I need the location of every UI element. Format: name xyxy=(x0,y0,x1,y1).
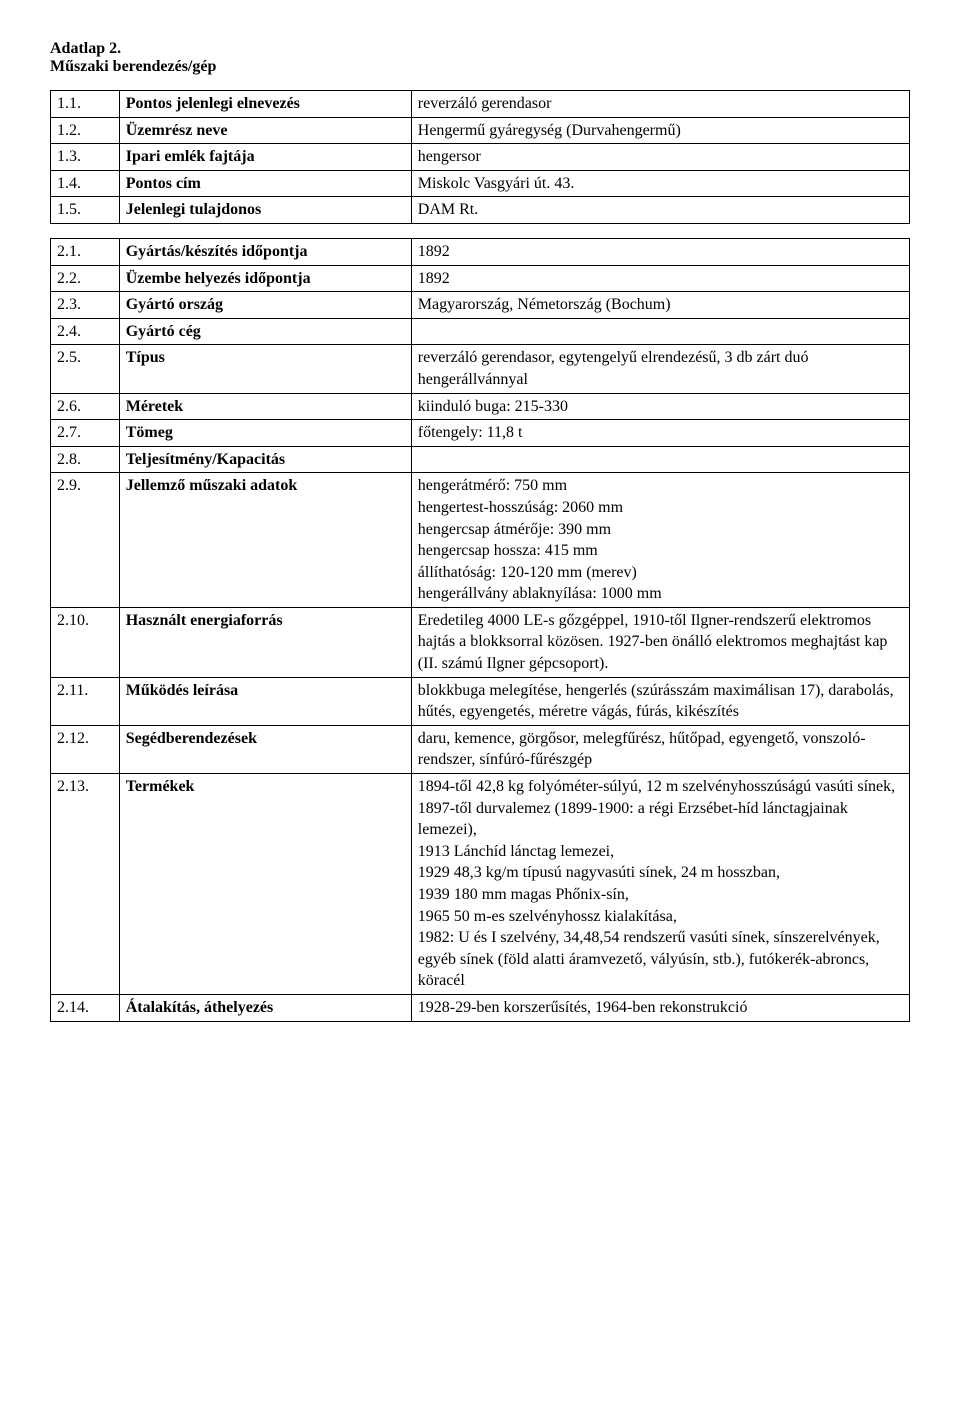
row-label: Tömeg xyxy=(119,420,411,447)
table-row: 2.12.Segédberendezésekdaru, kemence, gör… xyxy=(51,725,910,773)
row-number: 2.5. xyxy=(51,345,120,393)
row-number: 1.2. xyxy=(51,117,120,144)
row-value: 1892 xyxy=(411,238,909,265)
table-row: 2.8.Teljesítmény/Kapacitás xyxy=(51,446,910,473)
table-row: 1.2.Üzemrész neveHengermű gyáregység (Du… xyxy=(51,117,910,144)
row-number: 2.12. xyxy=(51,725,120,773)
row-number: 2.2. xyxy=(51,265,120,292)
table-row: 2.3.Gyártó országMagyarország, Németorsz… xyxy=(51,292,910,319)
table-row: 2.2.Üzembe helyezés időpontja1892 xyxy=(51,265,910,292)
row-number: 2.10. xyxy=(51,607,120,677)
row-label: Segédberendezések xyxy=(119,725,411,773)
row-number: 2.14. xyxy=(51,994,120,1021)
row-value: főtengely: 11,8 t xyxy=(411,420,909,447)
table-row: 2.11.Működés leírásablokkbuga melegítése… xyxy=(51,677,910,725)
row-label: Gyártás/készítés időpontja xyxy=(119,238,411,265)
row-label: Üzembe helyezés időpontja xyxy=(119,265,411,292)
row-value xyxy=(411,446,909,473)
table-row: 2.5.Típusreverzáló gerendasor, egytengel… xyxy=(51,345,910,393)
row-value: DAM Rt. xyxy=(411,197,909,224)
row-value: 1894-től 42,8 kg folyóméter-súlyú, 12 m … xyxy=(411,774,909,995)
row-number: 2.1. xyxy=(51,238,120,265)
row-value: daru, kemence, görgősor, melegfűrész, hű… xyxy=(411,725,909,773)
row-label: Használt energiaforrás xyxy=(119,607,411,677)
row-value: Magyarország, Németország (Bochum) xyxy=(411,292,909,319)
row-value: Hengermű gyáregység (Durvahengermű) xyxy=(411,117,909,144)
row-label: Pontos jelenlegi elnevezés xyxy=(119,91,411,118)
header-line-2: Műszaki berendezés/gép xyxy=(50,58,910,76)
table-row: 1.3.Ipari emlék fajtájahengersor xyxy=(51,144,910,171)
row-number: 1.5. xyxy=(51,197,120,224)
row-value: kiinduló buga: 215-330 xyxy=(411,393,909,420)
row-label: Termékek xyxy=(119,774,411,995)
row-label: Gyártó cég xyxy=(119,318,411,345)
row-number: 1.3. xyxy=(51,144,120,171)
row-number: 1.4. xyxy=(51,170,120,197)
table-row: 2.9.Jellemző műszaki adatokhengerátmérő:… xyxy=(51,473,910,608)
table-row: 2.10.Használt energiaforrásEredetileg 40… xyxy=(51,607,910,677)
table-section-1: 1.1.Pontos jelenlegi elnevezésreverzáló … xyxy=(50,90,910,224)
row-value: hengerátmérő: 750 mmhengertest-hosszúság… xyxy=(411,473,909,608)
row-label: Működés leírása xyxy=(119,677,411,725)
row-label: Pontos cím xyxy=(119,170,411,197)
table-row: 2.6.Méretekkiinduló buga: 215-330 xyxy=(51,393,910,420)
row-value: Miskolc Vasgyári út. 43. xyxy=(411,170,909,197)
row-number: 2.6. xyxy=(51,393,120,420)
row-number: 2.9. xyxy=(51,473,120,608)
row-number: 2.13. xyxy=(51,774,120,995)
row-label: Méretek xyxy=(119,393,411,420)
row-number: 2.7. xyxy=(51,420,120,447)
row-number: 2.8. xyxy=(51,446,120,473)
row-value: 1928-29-ben korszerűsítés, 1964-ben reko… xyxy=(411,994,909,1021)
table-row: 2.1.Gyártás/készítés időpontja1892 xyxy=(51,238,910,265)
table-row: 1.4.Pontos címMiskolc Vasgyári út. 43. xyxy=(51,170,910,197)
row-label: Üzemrész neve xyxy=(119,117,411,144)
row-number: 1.1. xyxy=(51,91,120,118)
row-label: Jelenlegi tulajdonos xyxy=(119,197,411,224)
row-value: Eredetileg 4000 LE-s gőzgéppel, 1910-től… xyxy=(411,607,909,677)
table-row: 1.5.Jelenlegi tulajdonosDAM Rt. xyxy=(51,197,910,224)
row-label: Teljesítmény/Kapacitás xyxy=(119,446,411,473)
header-line-1: Adatlap 2. xyxy=(50,40,910,58)
row-label: Jellemző műszaki adatok xyxy=(119,473,411,608)
row-label: Ipari emlék fajtája xyxy=(119,144,411,171)
row-value: reverzáló gerendasor, egytengelyű elrend… xyxy=(411,345,909,393)
row-value: reverzáló gerendasor xyxy=(411,91,909,118)
document-header: Adatlap 2. Műszaki berendezés/gép xyxy=(50,40,910,76)
row-label: Gyártó ország xyxy=(119,292,411,319)
table-row: 1.1.Pontos jelenlegi elnevezésreverzáló … xyxy=(51,91,910,118)
row-number: 2.3. xyxy=(51,292,120,319)
row-number: 2.4. xyxy=(51,318,120,345)
table-row: 2.13.Termékek1894-től 42,8 kg folyóméter… xyxy=(51,774,910,995)
table-row: 2.14.Átalakítás, áthelyezés1928-29-ben k… xyxy=(51,994,910,1021)
table-row: 2.7.Tömegfőtengely: 11,8 t xyxy=(51,420,910,447)
table-section-2: 2.1.Gyártás/készítés időpontja18922.2.Üz… xyxy=(50,238,910,1022)
row-number: 2.11. xyxy=(51,677,120,725)
row-value: hengersor xyxy=(411,144,909,171)
row-value: 1892 xyxy=(411,265,909,292)
row-label: Átalakítás, áthelyezés xyxy=(119,994,411,1021)
table-row: 2.4.Gyártó cég xyxy=(51,318,910,345)
row-value: blokkbuga melegítése, hengerlés (szúráss… xyxy=(411,677,909,725)
row-label: Típus xyxy=(119,345,411,393)
row-value xyxy=(411,318,909,345)
